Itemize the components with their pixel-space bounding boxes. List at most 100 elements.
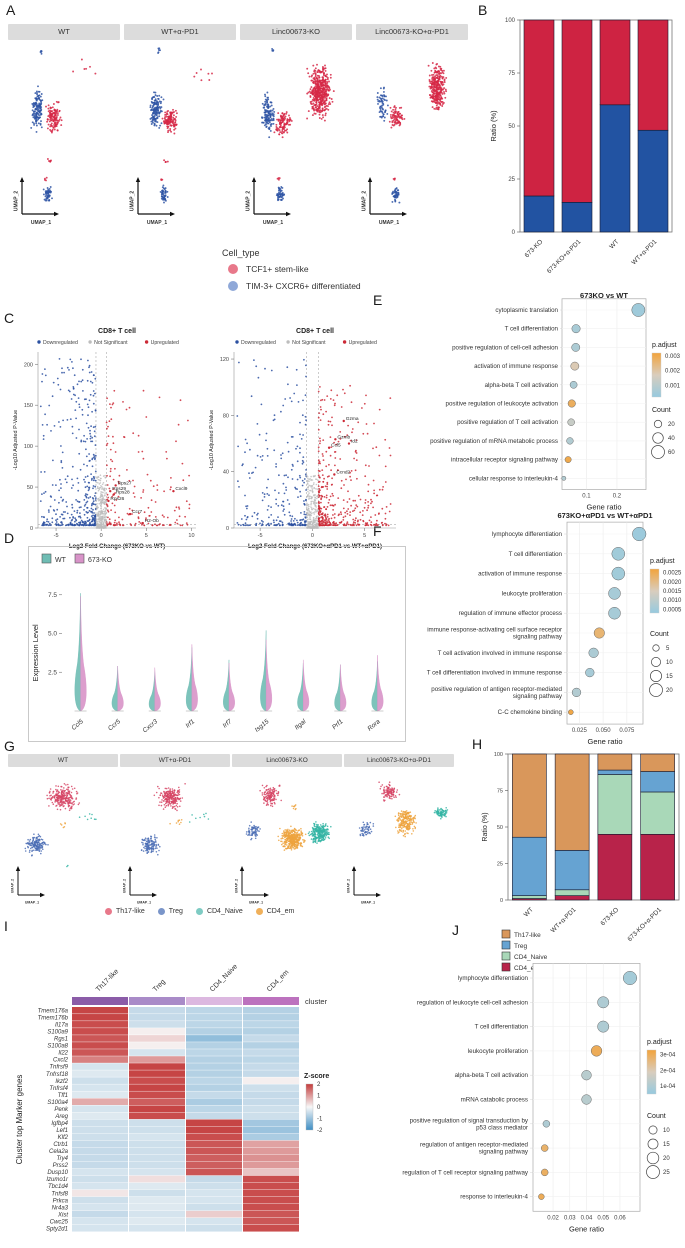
go-term-label: regulation of leukocyte cell-cell adhesi… [417, 999, 529, 1006]
umap2-axis-label: UMAP_2 [246, 191, 252, 212]
gene-label: Rps28 [116, 489, 130, 495]
legend-swatch-icon [255, 908, 263, 915]
umap-scatter: UMAP_2 UMAP_1 [123, 783, 210, 905]
go-dotplot-673ko-apd1-vs-wt-apd1: 673KO+αPD1 vs WT+αPD1 0.025 0.050 0.075 lymp… [427, 511, 682, 746]
x-tick-label: 0.075 [619, 728, 635, 734]
gene-row-label: Areg [54, 1114, 68, 1120]
go-term-label: mRNA catabolic process [461, 1097, 528, 1104]
go-term-dot [597, 1020, 610, 1033]
go-term-dot [581, 1094, 592, 1105]
gene-row-label: Penk [54, 1107, 69, 1113]
zscore-tick-label: 1 [317, 1094, 321, 1100]
y-tick-label: 80 [223, 413, 229, 419]
umap-scatter: UMAP_2 UMAP_1 [246, 47, 335, 226]
legend-label: Not Significant [94, 340, 128, 346]
y-tick-label: 50 [27, 485, 33, 491]
gene-row-label: Prkca [53, 1198, 69, 1204]
panel-f-label: F [373, 523, 382, 539]
gene-row-label: Izumo1r [46, 1177, 69, 1183]
volcano-chart-673ko-apd1-vs-wt-apd1: CD8+ T cell Downregulated Not Significant U… [209, 328, 396, 550]
gene-row-label: Lef1 [56, 1128, 68, 1134]
umap1-axis-label: UMAP_1 [379, 220, 400, 226]
point-cloud [261, 91, 276, 139]
x-tick-label: 0.04 [581, 1215, 593, 1221]
point-cloud [66, 864, 69, 868]
go-term-dot [608, 587, 621, 600]
count-legend-title: Count [652, 407, 671, 414]
violin-half [74, 593, 81, 712]
go-term-label: positive regulation of mRNA metabolic pr… [430, 438, 558, 445]
gene-row-label: Cela2a [49, 1149, 69, 1155]
zscore-tick-label: 0 [317, 1105, 321, 1111]
heatmap-column-header: Th17-like [95, 968, 120, 993]
go-dotplot-cd4: 0.02 0.03 0.04 0.05 0.06 lymphocyte different… [402, 963, 676, 1233]
heatmap-cells [72, 1007, 299, 1232]
volcano-title: CD8+ T cell [296, 328, 334, 335]
count-tick-label: 25 [663, 1170, 670, 1176]
point-cloud [193, 68, 213, 82]
gene-row-label: Nr4a3 [52, 1205, 69, 1211]
facet-title: Linc00673-KO+α-PD1 [356, 24, 468, 40]
x-tick-label: -5 [258, 533, 263, 539]
x-tick-label: 5 [363, 533, 366, 539]
go-term-label: cellular response to interleukin-4 [469, 475, 559, 482]
padjust-legend-title: p.adjust [650, 558, 675, 565]
gene-label: Cxcr3 [142, 718, 160, 735]
x-tick-label: 0.05 [597, 1215, 609, 1221]
umap-facet-3: Linc00673-KO+α-PD1 UMAP_2 UMAP_1 [344, 754, 454, 907]
umap2-axis-label: UMAP_2 [235, 879, 239, 893]
cluster-annotation-swatch [129, 997, 185, 1005]
umap1-axis-label: UMAP_1 [263, 220, 284, 226]
legend-swatch-icon [228, 264, 238, 274]
padjust-tick-label: 0.0015 [663, 589, 682, 595]
point-cloud [358, 821, 375, 837]
gene-row-label: Il22 [58, 1051, 68, 1057]
gene-row-label: Tnfrsf18 [46, 1072, 69, 1078]
legend-label: Upregulated [349, 340, 377, 346]
point-cloud [163, 159, 169, 164]
gene-label: Rora [366, 718, 382, 733]
x-axis-label: Gene ratio [586, 503, 621, 512]
go-term-dot [567, 418, 575, 426]
go-term-dot [588, 647, 599, 658]
panel-d-label: D [4, 530, 15, 546]
go-term-dot [568, 709, 574, 715]
padjust-tick-label: 1e-04 [660, 1084, 676, 1090]
gene-row-label: S100a8 [47, 1044, 68, 1050]
umap-axis-arrows [135, 177, 175, 217]
cd8-celltype-legend: Cell_type TCF1+ stem-like TIM-3+ CXCR6+ d… [222, 248, 361, 298]
y-axis-label: -Log10 Adjusted P-Value [13, 410, 19, 470]
panel-j-label: J [452, 922, 459, 938]
legend-swatch-icon [228, 281, 238, 291]
heatmap-column-header: Treg [152, 978, 167, 993]
y-axis-label: Cluster top Marker genes [15, 1075, 24, 1165]
legend-label: 673-KO [88, 557, 113, 564]
gene-row-label: Tmem176a [38, 1008, 69, 1014]
violin-half [340, 664, 347, 712]
y-tick-label: 50 [508, 124, 515, 130]
gene-label: Cxcl9 [175, 486, 187, 492]
legend-item: CD4_Naive [195, 908, 243, 915]
point-cloud [46, 783, 81, 812]
heatmap-column-header: CD4_em [266, 969, 291, 994]
gene-label: Isg15 [254, 718, 271, 734]
y-tick-label: 100 [505, 18, 516, 24]
violin-half [80, 596, 87, 712]
panel-b-label: B [478, 2, 488, 18]
padjust-tick-label: 0.0005 [663, 607, 682, 613]
padjust-tick-label: 0.0010 [663, 598, 682, 604]
facet-title: WT [8, 754, 118, 767]
point-cloud [72, 58, 97, 75]
count-legend-title: Count [650, 631, 669, 638]
point-cloud [276, 177, 281, 181]
count-tick-label: 20 [668, 422, 675, 428]
point-cloud [24, 833, 49, 857]
padjust-legend-title: p.adjust [652, 342, 677, 349]
go-term-label: lymphocyte differentiation [492, 531, 563, 538]
gene-label: Gzmb [337, 434, 350, 440]
y-tick-label: 0 [226, 526, 229, 532]
go-term-dot [542, 1120, 551, 1128]
cd8-umap-facet-row: WT UMAP_2 UMAP_1 WT+α-PD1 UMAP_2 UMAP_1 Linc00… [8, 24, 472, 238]
y-tick-label: 5.0 [48, 631, 57, 638]
go-term-dot [541, 1144, 549, 1152]
